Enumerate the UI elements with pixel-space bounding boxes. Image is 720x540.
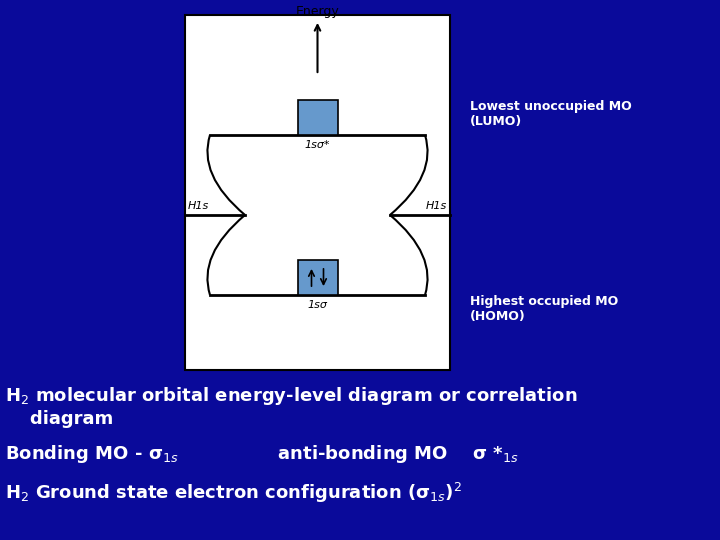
Bar xyxy=(185,15,450,370)
Text: Lowest unoccupied MO
(LUMO): Lowest unoccupied MO (LUMO) xyxy=(470,100,631,128)
Text: H1s: H1s xyxy=(426,201,447,211)
Text: H$_2$ molecular orbital energy-level diagram or correlation
    diagram: H$_2$ molecular orbital energy-level dia… xyxy=(5,385,577,428)
Text: 1sσ*: 1sσ* xyxy=(305,140,330,150)
Bar xyxy=(297,260,338,295)
Text: H1s: H1s xyxy=(188,201,210,211)
Text: 1sσ: 1sσ xyxy=(307,300,328,310)
Text: Bonding MO - σ$_{1s}$                anti-bonding MO    σ *$_{1s}$: Bonding MO - σ$_{1s}$ anti-bonding MO σ … xyxy=(5,443,518,465)
Text: Energy: Energy xyxy=(296,5,339,18)
Bar xyxy=(297,100,338,135)
Text: Highest occupied MO
(HOMO): Highest occupied MO (HOMO) xyxy=(470,295,618,323)
Text: H$_2$ Ground state electron configuration (σ$_{1s}$)$^2$: H$_2$ Ground state electron configuratio… xyxy=(5,481,462,505)
